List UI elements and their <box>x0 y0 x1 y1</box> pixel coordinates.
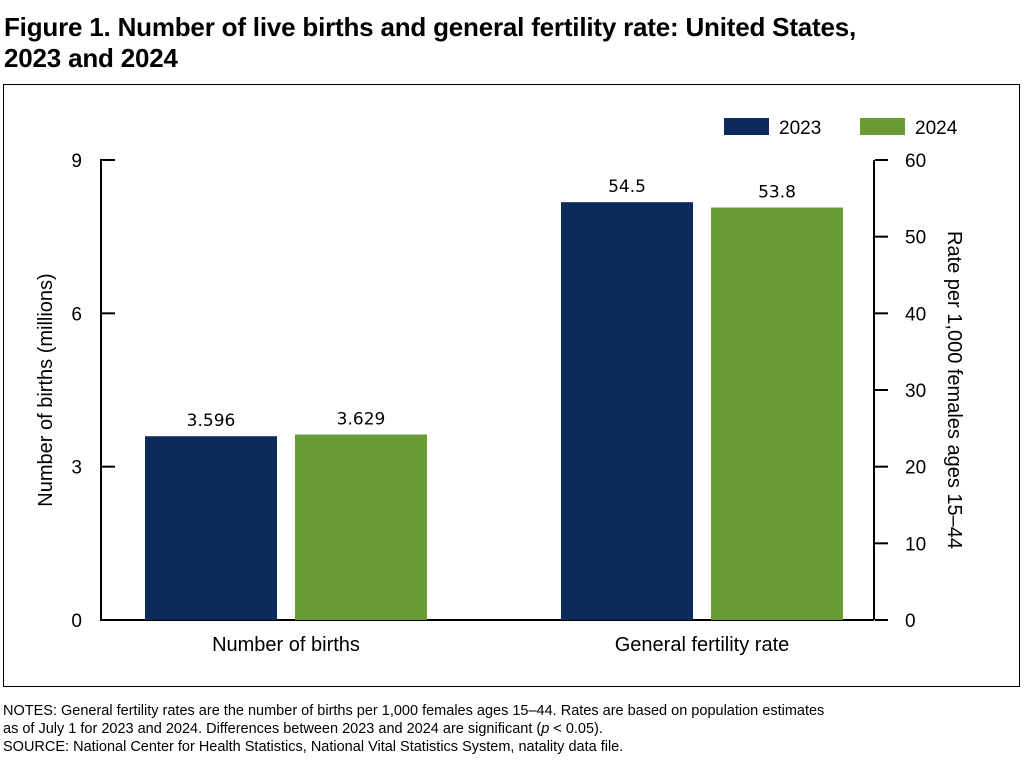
source-line: SOURCE: National Center for Health Stati… <box>3 739 624 755</box>
legend-label-2024: 2024 <box>915 118 958 139</box>
data-label-2024-births: 3.629 <box>337 410 386 430</box>
bar-2023-births <box>145 436 277 620</box>
legend-swatch-2024 <box>860 118 905 135</box>
left-axis-title: Number of births (millions) <box>35 273 57 506</box>
data-label-2023-births: 3.596 <box>187 411 236 431</box>
right-axis-tick-label: 40 <box>905 304 926 325</box>
right-axis-tick-label: 50 <box>905 228 926 249</box>
left-axis-tick-label: 0 <box>71 611 82 632</box>
notes-line-1: NOTES: General fertility rates are the n… <box>3 703 825 719</box>
bar-2024-gfr <box>711 207 843 621</box>
left-axis-tick-label: 6 <box>71 304 82 325</box>
legend-swatch-2023 <box>724 118 769 135</box>
right-axis-tick-label: 30 <box>905 381 926 402</box>
notes-line-2b: < 0.05). <box>549 721 603 737</box>
right-axis-tick-label: 10 <box>905 534 926 555</box>
right-axis-tick-label: 20 <box>905 458 926 479</box>
data-label-2024-gfr: 53.8 <box>758 183 796 203</box>
category-label: Number of births <box>212 634 360 656</box>
category-label: General fertility rate <box>615 634 790 656</box>
chart-frame <box>3 84 1020 687</box>
bar-2023-gfr <box>561 202 693 620</box>
notes-line-2: as of July 1 for 2023 and 2024. Differen… <box>3 720 1023 738</box>
figure-title: Figure 1. Number of live births and gene… <box>4 12 1014 74</box>
left-axis-tick-label: 3 <box>71 458 82 479</box>
data-label-2023-gfr: 54.5 <box>608 177 646 197</box>
left-axis-tick-label: 9 <box>71 151 82 172</box>
figure-title-line-1: Figure 1. Number of live births and gene… <box>4 12 857 42</box>
notes-line-2a: as of July 1 for 2023 and 2024. Differen… <box>3 721 542 737</box>
right-axis-tick-label: 0 <box>905 611 916 632</box>
right-axis-tick-label: 60 <box>905 151 926 172</box>
right-axis-title: Rate per 1,000 females ages 15–44 <box>943 231 965 549</box>
bar-2024-births <box>295 434 427 620</box>
notes-p-symbol: p <box>541 721 550 737</box>
legend-label-2023: 2023 <box>779 118 821 139</box>
figure-title-line-2: 2023 and 2024 <box>4 43 178 73</box>
notes-block: NOTES: General fertility rates are the n… <box>3 702 1023 756</box>
